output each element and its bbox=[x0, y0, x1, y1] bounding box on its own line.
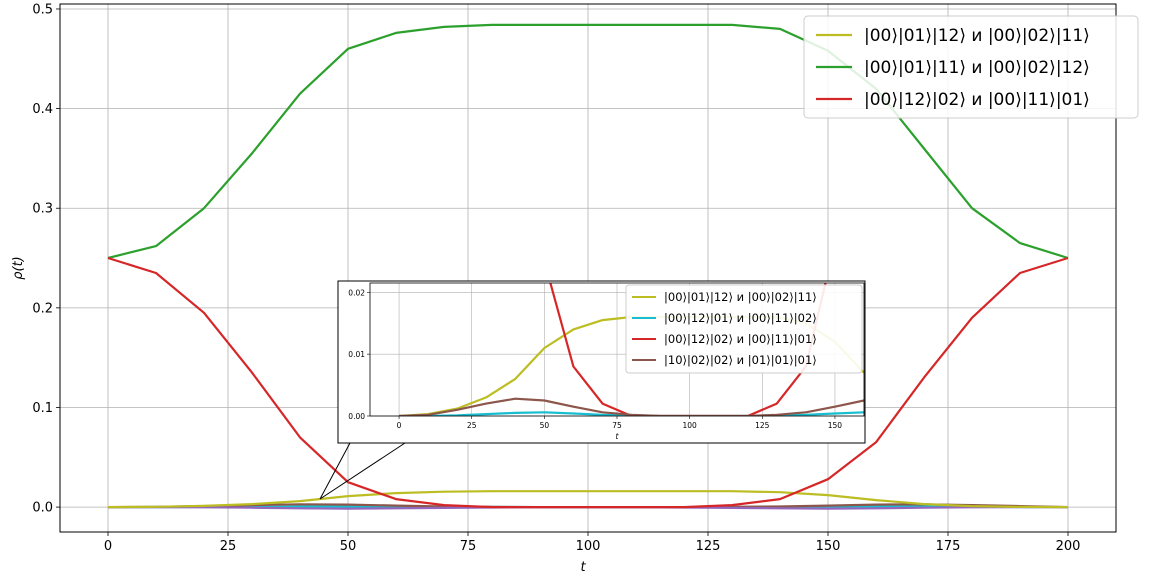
legend-label: |00⟩|01⟩|11⟩ и |00⟩|02⟩|12⟩ bbox=[864, 58, 1090, 78]
inset-legend-box bbox=[625, 284, 863, 374]
x-tick-label: 150 bbox=[816, 539, 841, 554]
inset-legend-label: |00⟩|12⟩|01⟩ и |00⟩|11⟩|02⟩ bbox=[664, 311, 817, 325]
inset-y-tick-label: 0.01 bbox=[348, 350, 365, 359]
inset-x-tick-label: 100 bbox=[682, 421, 697, 430]
inset-connector bbox=[319, 442, 406, 500]
series-line-1 bbox=[107, 23, 1069, 260]
inset-x-tick-label: 25 bbox=[467, 421, 477, 430]
x-tick-label: 100 bbox=[576, 539, 601, 554]
inset-y-tick-label: 0.00 bbox=[348, 412, 365, 421]
inset-series-line-2 bbox=[549, 283, 827, 416]
y-axis-label: ρ(t) bbox=[11, 256, 26, 280]
y-tick-label: 0.5 bbox=[32, 2, 53, 17]
inset-legend-label: |10⟩|02⟩|02⟩ и |01⟩|01⟩|01⟩ bbox=[664, 353, 817, 367]
inset-x-tick-label: 125 bbox=[755, 421, 770, 430]
x-tick-label: 75 bbox=[460, 539, 477, 554]
legend-label: |00⟩|12⟩|02⟩ и |00⟩|11⟩|01⟩ bbox=[864, 90, 1090, 110]
x-tick-label: 200 bbox=[1056, 539, 1081, 554]
inset-x-tick-label: 75 bbox=[612, 421, 622, 430]
inset-legend-label: |00⟩|01⟩|12⟩ и |00⟩|02⟩|11⟩ bbox=[664, 290, 817, 304]
series-line-2 bbox=[107, 256, 1069, 509]
x-axis-label: t bbox=[580, 560, 586, 574]
x-tick-label: 50 bbox=[340, 539, 357, 554]
inset-x-tick-label: 50 bbox=[540, 421, 550, 430]
legend-box bbox=[803, 15, 1139, 119]
y-tick-label: 0.4 bbox=[32, 102, 53, 117]
y-tick-label: 0.0 bbox=[32, 501, 53, 516]
x-tick-label: 0 bbox=[104, 539, 112, 554]
inset-x-axis-label: t bbox=[616, 432, 620, 441]
inset-x-tick-label: 0 bbox=[397, 421, 402, 430]
inset-series-line-3 bbox=[399, 397, 864, 416]
y-tick-label: 0.3 bbox=[32, 202, 53, 217]
y-tick-label: 0.1 bbox=[32, 401, 53, 416]
inset-y-tick-label: 0.02 bbox=[348, 288, 365, 297]
x-tick-label: 125 bbox=[696, 539, 721, 554]
inset-x-tick-label: 150 bbox=[828, 421, 843, 430]
y-tick-label: 0.2 bbox=[32, 301, 53, 316]
x-tick-label: 175 bbox=[936, 539, 961, 554]
series-line-0 bbox=[107, 490, 1069, 509]
inset-legend-label: |00⟩|12⟩|02⟩ и |00⟩|11⟩|01⟩ bbox=[664, 332, 817, 346]
inset-connector bbox=[319, 442, 351, 500]
x-tick-label: 25 bbox=[220, 539, 237, 554]
legend-label: |00⟩|01⟩|12⟩ и |00⟩|02⟩|11⟩ bbox=[864, 26, 1090, 46]
